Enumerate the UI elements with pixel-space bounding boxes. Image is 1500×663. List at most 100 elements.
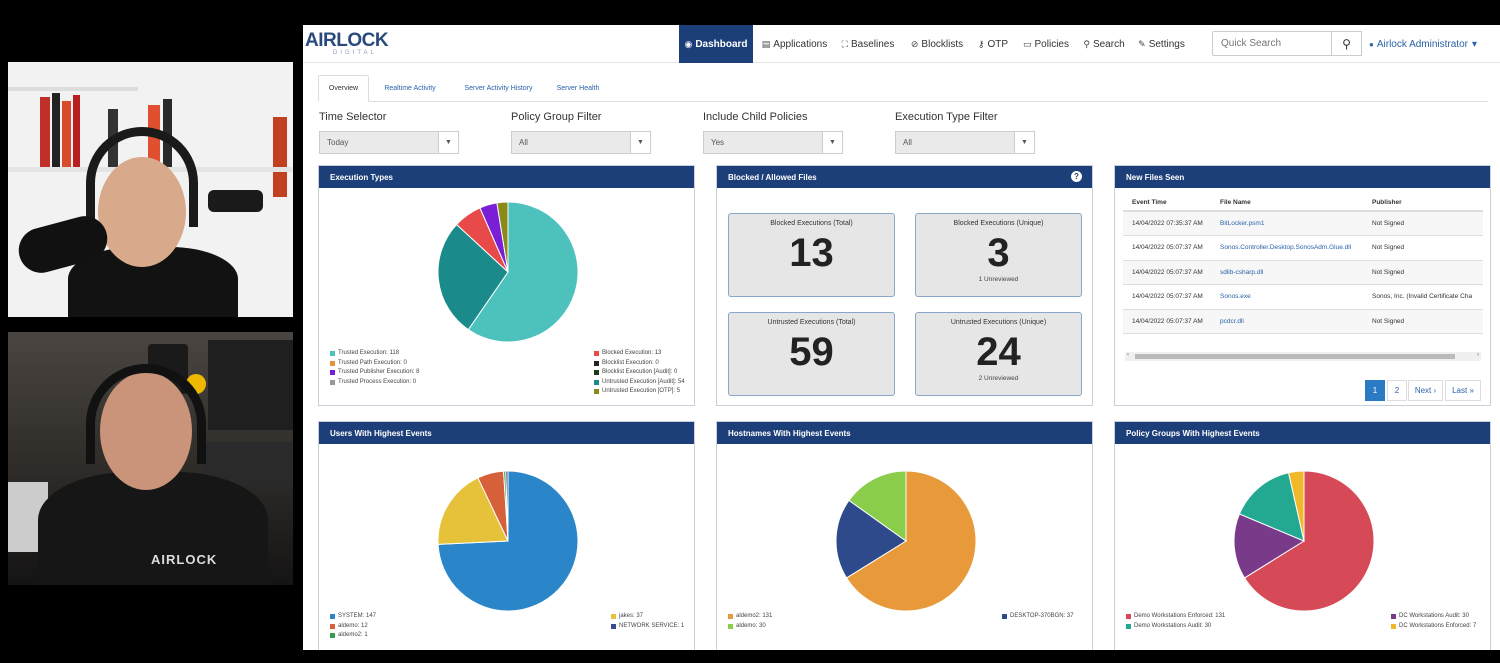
legend-item[interactable]: aldemo: 12 xyxy=(330,622,376,632)
tab-realtime-activity[interactable]: Realtime Activity xyxy=(384,85,436,92)
legend-item[interactable]: DESKTOP-370BGN: 37 xyxy=(1002,612,1074,622)
file-link[interactable]: pcdcr.dll xyxy=(1220,317,1244,325)
legend-item[interactable]: aldemo2: 1 xyxy=(330,631,376,641)
nav-policies[interactable]: ▭ Policies xyxy=(1016,25,1076,63)
chevron-down-icon[interactable]: ▼ xyxy=(438,132,458,153)
nav-applications[interactable]: ▤ Applications xyxy=(758,25,831,63)
file-link[interactable]: Sonos.Controller.Desktop.SonosAdm.Glue.d… xyxy=(1220,244,1352,252)
column-header[interactable]: Publisher xyxy=(1363,194,1483,212)
table-row[interactable]: 14/04/2022 05:07:37 AM pcdcr.dll Not Signe… xyxy=(1123,309,1483,334)
quick-search-button[interactable]: ⚲ xyxy=(1332,31,1362,56)
nav-dashboard[interactable]: ◉ Dashboard xyxy=(679,25,753,63)
pie-slice-network-service[interactable] xyxy=(505,470,509,542)
execution-types-pie xyxy=(437,201,579,343)
pie-slice-dc-workstations-audit[interactable] xyxy=(1233,513,1306,579)
legend-item[interactable]: NETWORK SERVICE: 1 xyxy=(611,622,684,632)
pie-slice-trusted-execution[interactable] xyxy=(467,201,579,343)
pie-slice-demo-workstations-audit[interactable] xyxy=(1238,472,1305,542)
airlock-logo[interactable]: AIRLOCK xyxy=(305,30,389,51)
legend-swatch xyxy=(1126,623,1131,629)
tab-server-activity-history[interactable]: Server Activity History xyxy=(464,85,533,92)
user-menu[interactable]: ● Airlock Administrator ▾ xyxy=(1369,25,1477,63)
legend-item[interactable]: Untrusted Execution [OTP]: 5 xyxy=(594,387,685,397)
scroll-left-icon[interactable]: ‹ xyxy=(1127,352,1129,358)
cell-event-time: 14/04/2022 05:07:37 AM xyxy=(1123,309,1211,334)
pager-0[interactable]: 1 xyxy=(1365,380,1385,401)
stat-title: Untrusted Executions (Unique) xyxy=(950,319,1047,326)
legend-item[interactable]: DC Workstations Enforced: 7 xyxy=(1391,622,1476,632)
pie-slice-untrusted-execution-otp-[interactable] xyxy=(496,201,509,273)
legend-item[interactable]: Demo Workstations Audit: 30 xyxy=(1126,622,1225,632)
stat-card[interactable]: Blocked Executions (Total) 13 xyxy=(728,213,895,297)
panel-title: Execution Types xyxy=(319,166,694,188)
legend-item[interactable]: jakes: 37 xyxy=(611,612,684,622)
nav-label: Policies xyxy=(1034,38,1069,50)
filter-select-2[interactable]: Yes ▼ xyxy=(703,131,843,154)
stat-card[interactable]: Untrusted Executions (Unique) 24 2 Unrevie… xyxy=(915,312,1082,396)
file-link[interactable]: BitLocker.psm1 xyxy=(1220,220,1265,227)
pager-1[interactable]: 2 xyxy=(1387,380,1407,401)
pager-3[interactable]: Last » xyxy=(1445,380,1481,401)
nav-baselines[interactable]: ⛶ Baselines xyxy=(834,25,902,63)
cell-event-time: 14/04/2022 07:35:37 AM xyxy=(1123,211,1211,236)
legend-label: NETWORK SERVICE: 1 xyxy=(619,622,685,629)
legend-swatch xyxy=(594,379,599,385)
pie-slice-aldemo2[interactable] xyxy=(845,470,977,612)
column-header[interactable]: File Name xyxy=(1211,194,1363,212)
stat-title: Blocked Executions (Total) xyxy=(770,220,853,227)
legend-item[interactable]: SYSTEM: 147 xyxy=(330,612,376,622)
pie-slice-demo-workstations-enforced[interactable] xyxy=(1243,470,1375,612)
legend-label: aldemo2: 131 xyxy=(736,613,773,619)
filter-select-3[interactable]: All ▼ xyxy=(895,131,1035,154)
table-row[interactable]: 14/04/2022 05:07:37 AM Sonos.Controller.D… xyxy=(1123,235,1483,261)
pie-slice-untrusted-execution-audit-[interactable] xyxy=(437,223,509,331)
legend-item[interactable]: Blocklist Execution [Audit]: 0 xyxy=(594,368,685,378)
legend-label: DC Workstations Enforced: 7 xyxy=(1399,622,1477,629)
pie-slice-jakes[interactable] xyxy=(437,477,509,545)
file-link[interactable]: sdlib-csharp.dll xyxy=(1220,268,1264,276)
legend-item[interactable]: Trusted Path Execution: 0 xyxy=(330,359,420,369)
pie-slice-aldemo[interactable] xyxy=(848,470,907,542)
nav-settings[interactable]: ✎ Settings xyxy=(1133,25,1190,63)
key-icon: ⚷ xyxy=(977,38,985,49)
legend-item[interactable]: aldemo: 30 xyxy=(728,622,772,632)
chevron-down-icon[interactable]: ▼ xyxy=(1014,132,1034,153)
file-link[interactable]: Sonos.exe xyxy=(1220,293,1251,301)
chevron-down-icon[interactable]: ▼ xyxy=(630,132,650,153)
table-row[interactable]: 14/04/2022 05:07:37 AM Sonos.exe Sonos, In… xyxy=(1123,284,1483,310)
stat-card[interactable]: Blocked Executions (Unique) 3 1 Unreviewed xyxy=(915,213,1082,297)
airlock-dashboard-window: AIRLOCK DIGITAL ⚲ ● Airlock Administrato… xyxy=(303,25,1500,650)
legend-item[interactable]: Trusted Execution: 118 xyxy=(330,349,420,359)
tab-overview[interactable]: Overview xyxy=(318,75,369,102)
column-header[interactable]: Event Time xyxy=(1123,194,1211,212)
stat-subtext: 2 Unreviewed xyxy=(978,375,1019,382)
table-row[interactable]: 14/04/2022 07:35:37 AM BitLocker.psm1 Not … xyxy=(1123,211,1483,236)
nav-search[interactable]: ⚲ Search xyxy=(1079,25,1129,63)
scrollbar-thumb[interactable] xyxy=(1135,354,1455,359)
filter-select-0[interactable]: Today ▼ xyxy=(319,131,459,154)
legend-item[interactable]: Demo Workstations Enforced: 131 xyxy=(1126,612,1225,622)
help-icon[interactable]: ? xyxy=(1071,171,1082,182)
tab-server-health[interactable]: Server Health xyxy=(556,85,600,92)
nav-blocklists[interactable]: ⊘ Blocklists xyxy=(904,25,970,63)
legend-item[interactable]: Trusted Publisher Execution: 8 xyxy=(330,368,420,378)
legend-item[interactable]: DC Workstations Audit: 30 xyxy=(1391,612,1476,622)
filter-value: Today xyxy=(327,138,349,147)
filter-select-1[interactable]: All ▼ xyxy=(511,131,651,154)
pager-2[interactable]: Next › xyxy=(1408,380,1443,401)
scroll-right-icon[interactable]: › xyxy=(1477,352,1479,358)
quick-search-input[interactable] xyxy=(1212,31,1332,56)
legend-item[interactable]: Trusted Process Execution: 0 xyxy=(330,378,420,388)
chevron-down-icon[interactable]: ▼ xyxy=(822,132,842,153)
horizontal-scrollbar[interactable]: ‹ › xyxy=(1125,352,1481,361)
legend-item[interactable]: aldemo2: 131 xyxy=(728,612,772,622)
pie-slice-dc-workstations-enforced[interactable] xyxy=(1287,470,1305,542)
legend-item[interactable]: Untrusted Execution [Audit]: 54 xyxy=(594,378,685,388)
nav-otp[interactable]: ⚷ OTP xyxy=(973,25,1013,63)
legend-item[interactable]: Blocklist Execution: 0 xyxy=(594,359,685,369)
table-row[interactable]: 14/04/2022 05:07:37 AM sdlib-csharp.dll No… xyxy=(1123,260,1483,285)
pie-slice-desktop-370bgn[interactable] xyxy=(835,499,907,579)
stat-card[interactable]: Untrusted Executions (Total) 59 xyxy=(728,312,895,396)
legend-item[interactable]: Blocked Execution: 13 xyxy=(594,349,685,359)
